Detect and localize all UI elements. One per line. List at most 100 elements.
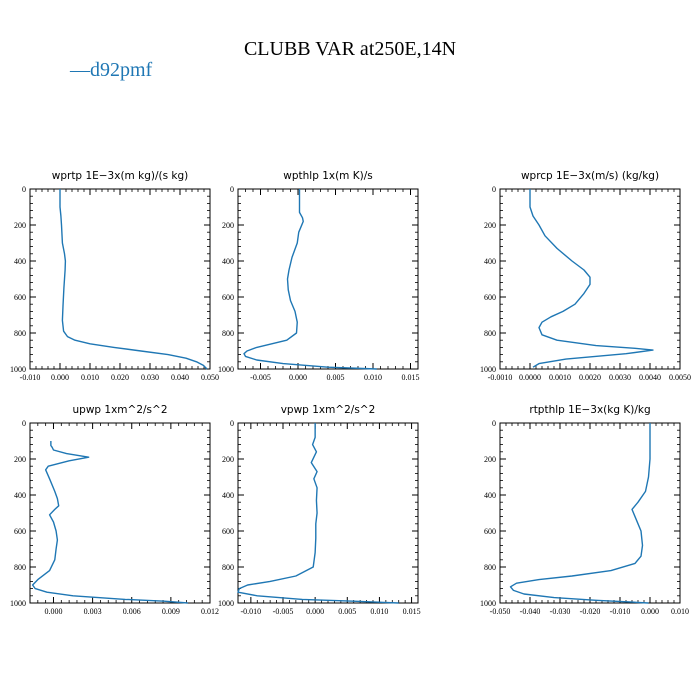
x-tick-label: 0.030 <box>141 373 159 382</box>
series-line-d92pmf <box>59 189 208 370</box>
series-line-d92pmf <box>243 189 377 370</box>
x-tick-label: 0.000 <box>306 607 324 616</box>
panel-title: wpthlp 1x(m K)/s <box>283 170 373 182</box>
y-tick-label: 200 <box>14 455 26 464</box>
y-tick-label: 800 <box>14 329 26 338</box>
y-tick-label: 600 <box>14 527 26 536</box>
x-tick-label: -0.010 <box>241 607 262 616</box>
series-line-d92pmf <box>509 423 651 604</box>
y-tick-label: 1000 <box>480 365 496 374</box>
figure-title: CLUBB VAR at250E,14N <box>244 38 456 60</box>
y-tick-label: 400 <box>14 491 26 500</box>
y-tick-label: 200 <box>484 455 496 464</box>
x-tick-label: -0.030 <box>550 607 571 616</box>
x-tick-label: 0.005 <box>327 373 345 382</box>
x-tick-label: -0.020 <box>580 607 601 616</box>
x-tick-label: 0.010 <box>370 607 388 616</box>
x-tick-label: 0.0050 <box>669 373 691 382</box>
x-tick-label: 0.015 <box>402 373 420 382</box>
y-tick-label: 1000 <box>218 365 234 374</box>
x-tick-label: 0.000 <box>641 607 659 616</box>
y-tick-label: 0 <box>230 185 234 194</box>
series-line-d92pmf <box>529 189 654 368</box>
x-tick-label: -0.005 <box>273 607 294 616</box>
y-tick-label: 200 <box>484 221 496 230</box>
x-tick-label: 0.010 <box>671 607 689 616</box>
x-tick-label: 0.0030 <box>609 373 631 382</box>
y-tick-label: 1000 <box>10 365 26 374</box>
x-tick-label: -0.010 <box>610 607 631 616</box>
y-tick-label: 800 <box>222 563 234 572</box>
plot-frame <box>29 422 211 604</box>
x-tick-label: 0.0020 <box>579 373 601 382</box>
plot-frame <box>499 422 681 604</box>
y-tick-label: 1000 <box>218 599 234 608</box>
legend-label-d92pmf: d92pmf <box>90 59 153 81</box>
panel-title: upwp 1xm^2/s^2 <box>73 404 168 416</box>
x-tick-label: -0.040 <box>520 607 541 616</box>
plot-frame <box>237 188 419 370</box>
x-tick-label: 0.000 <box>44 607 62 616</box>
legend-marker: — <box>69 59 91 81</box>
y-tick-label: 800 <box>484 329 496 338</box>
x-tick-label: 0.003 <box>84 607 102 616</box>
chart-panel-5: vpwp 1xm^2/s^2 -0.010 -0.005 0.000 0.005 0.01… <box>218 404 421 616</box>
y-tick-label: 0 <box>492 419 496 428</box>
y-tick-label: 0 <box>22 185 26 194</box>
x-tick-label: 0.012 <box>201 607 219 616</box>
plot-frame <box>237 422 419 604</box>
x-tick-label: 0.050 <box>201 373 219 382</box>
y-tick-label: 400 <box>222 257 234 266</box>
x-tick-label: 0.015 <box>403 607 421 616</box>
chart-panel-2: wpthlp 1x(m K)/s -0.005 0.000 0.005 0.010 0.0… <box>218 170 420 382</box>
y-tick-label: 600 <box>484 527 496 536</box>
y-tick-label: 600 <box>484 293 496 302</box>
panel-title: vpwp 1xm^2/s^2 <box>281 404 376 416</box>
y-tick-label: 200 <box>14 221 26 230</box>
x-tick-label: 0.010 <box>364 373 382 382</box>
x-tick-label: 0.000 <box>51 373 69 382</box>
series-line-d92pmf <box>237 423 399 604</box>
y-tick-label: 400 <box>14 257 26 266</box>
x-tick-label: 0.020 <box>111 373 129 382</box>
legend: — d92pmf <box>69 59 153 81</box>
series-line-d92pmf <box>31 441 188 604</box>
y-tick-label: 1000 <box>480 599 496 608</box>
x-tick-label: -0.0010 <box>488 373 513 382</box>
y-tick-label: 600 <box>222 293 234 302</box>
x-tick-label: 0.000 <box>289 373 307 382</box>
plot-frame <box>29 188 211 370</box>
y-tick-label: 1000 <box>10 599 26 608</box>
y-tick-label: 600 <box>222 527 234 536</box>
chart-panel-4: upwp 1xm^2/s^2 0.000 0.003 0.006 0.009 0.012 0… <box>10 404 219 616</box>
y-tick-label: 400 <box>484 491 496 500</box>
x-tick-label: 0.0000 <box>519 373 541 382</box>
x-tick-label: -0.050 <box>490 607 511 616</box>
y-tick-label: 600 <box>14 293 26 302</box>
chart-panel-3: wprcp 1E−3x(m/s) (kg/kg) -0.0010 0.0000 0.0… <box>480 170 691 382</box>
x-tick-label: 0.006 <box>123 607 141 616</box>
panels: wprtp 1E−3x(m kg)/(s kg) -0.010 0.000 0.010… <box>10 170 691 616</box>
y-tick-label: 800 <box>484 563 496 572</box>
x-tick-label: -0.010 <box>20 373 41 382</box>
panel-title: wprtp 1E−3x(m kg)/(s kg) <box>52 170 189 182</box>
panel-title: wprcp 1E−3x(m/s) (kg/kg) <box>521 170 659 182</box>
x-tick-label: 0.009 <box>162 607 180 616</box>
y-tick-label: 0 <box>22 419 26 428</box>
y-tick-label: 800 <box>222 329 234 338</box>
x-tick-label: -0.005 <box>250 373 271 382</box>
x-tick-label: 0.0040 <box>639 373 661 382</box>
y-tick-label: 800 <box>14 563 26 572</box>
y-tick-label: 0 <box>492 185 496 194</box>
y-tick-label: 0 <box>230 419 234 428</box>
y-tick-label: 400 <box>484 257 496 266</box>
y-tick-label: 400 <box>222 491 234 500</box>
x-tick-label: 0.0010 <box>549 373 571 382</box>
x-tick-label: 0.005 <box>338 607 356 616</box>
chart-panel-6: rtpthlp 1E−3x(kg K)/kg -0.050 -0.040 -0.030… <box>480 404 689 616</box>
x-tick-label: 0.040 <box>171 373 189 382</box>
y-tick-label: 200 <box>222 221 234 230</box>
chart-panel-1: wprtp 1E−3x(m kg)/(s kg) -0.010 0.000 0.010… <box>10 170 219 382</box>
y-tick-label: 200 <box>222 455 234 464</box>
